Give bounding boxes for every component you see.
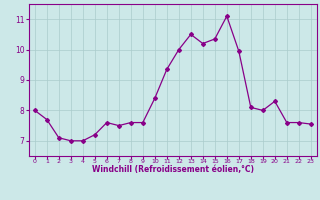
X-axis label: Windchill (Refroidissement éolien,°C): Windchill (Refroidissement éolien,°C) <box>92 165 254 174</box>
